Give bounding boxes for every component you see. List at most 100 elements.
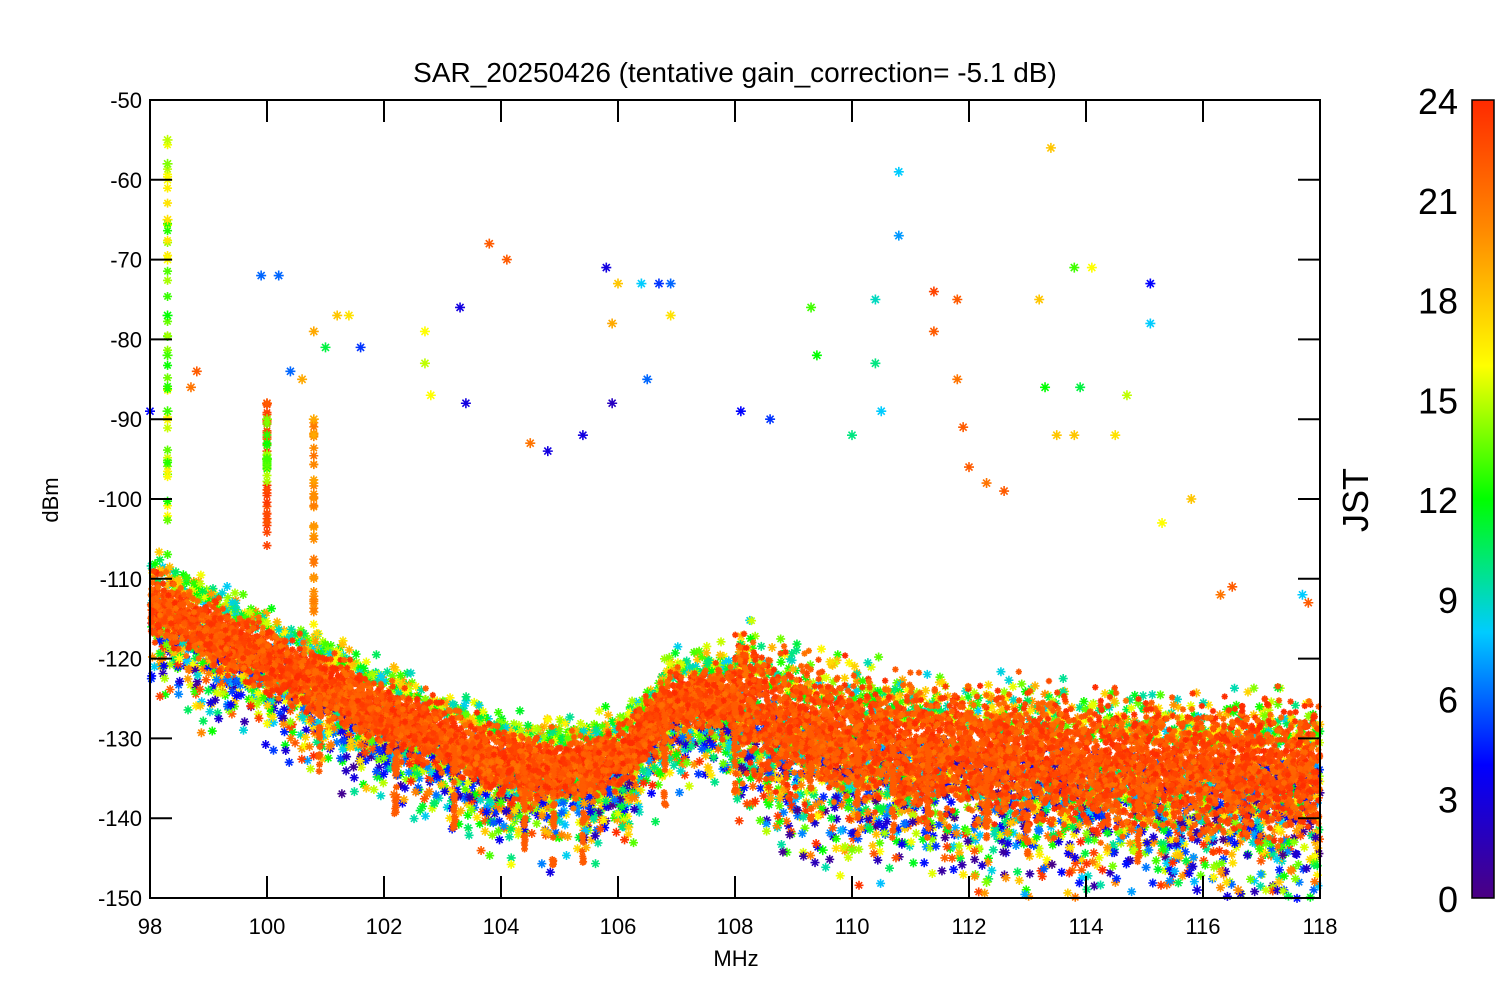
scatter-point [560,820,570,830]
scatter-point [848,834,858,844]
scatter-point [831,843,841,853]
scatter-point [740,754,750,764]
scatter-point [446,787,456,797]
scatter-point [930,789,940,799]
scatter-point [965,841,975,851]
scatter-point [465,802,475,812]
scatter-point [1112,814,1122,824]
scatter-point [521,828,531,838]
scatter-point [1312,798,1322,808]
scatter-point [868,782,878,792]
scatter-point [1140,848,1150,858]
scatter-layer [145,134,1325,903]
scatter-point [183,705,193,715]
scatter-point [267,700,277,710]
scatter-point [925,843,935,853]
scatter-point [1011,840,1021,850]
scatter-point [1064,819,1074,829]
scatter-point [993,834,1003,844]
scatter-point [1117,819,1127,829]
scatter-point [678,760,688,770]
scatter-point [1072,802,1082,812]
scatter-point [1054,772,1064,782]
scatter-point [1199,856,1209,866]
scatter-point [892,836,902,846]
scatter-point [1089,881,1099,891]
scatter-point [573,797,583,807]
scatter-point [674,788,684,798]
scatter-point [213,708,223,718]
scatter-point [252,700,262,710]
scatter-point [300,688,310,698]
scatter-point [172,655,182,665]
scatter-point [1116,838,1126,848]
scatter-point [208,682,218,692]
scatter-point [1227,849,1237,859]
scatter-point [950,813,960,823]
scatter-point [280,740,290,750]
scatter-point [317,754,327,764]
scatter-point [463,810,473,820]
scatter-point [308,722,318,732]
scatter-point [158,631,168,641]
scatter-point [1083,871,1093,881]
scatter-point [183,674,193,684]
scatter-point [370,738,380,748]
scatter-point [877,807,887,817]
scatter-point [268,745,278,755]
scatter-point [1261,839,1271,849]
scatter-point [281,745,291,755]
scatter-point [970,832,980,842]
scatter-point [437,764,447,774]
scatter-point [679,744,689,754]
scatter-point [864,819,874,829]
scatter-point [1231,806,1241,816]
scatter-point [1252,816,1262,826]
scatter-point [1283,813,1293,823]
scatter-point [158,669,168,679]
scatter-point [488,798,498,808]
scatter-point [247,696,257,706]
scatter-point [1208,821,1218,831]
scatter-point [832,764,842,774]
scatter-point [614,789,624,799]
scatter-point [994,808,1004,818]
scatter-point [1177,871,1187,881]
scatter-point [689,760,699,770]
scatter-point [175,676,185,686]
scatter-point [337,789,347,799]
scatter-point [1180,847,1190,857]
scatter-point [174,680,184,690]
scatter-point [1000,818,1010,828]
scatter-point [1205,820,1215,830]
scatter-point [690,739,700,749]
scatter-point [542,813,552,823]
scatter-point [1311,760,1321,770]
scatter-point [666,749,676,759]
scatter-point [1202,833,1212,843]
scatter-point [396,780,406,790]
chart-title: SAR_20250426 (tentative gain_correction=… [413,57,1057,88]
scatter-point [485,795,495,805]
scatter-point [674,729,684,739]
scatter-point [1142,838,1152,848]
scatter-point [921,826,931,836]
scatter-point [1080,848,1090,858]
scatter-point [229,701,239,711]
scatter-point [1162,880,1172,890]
scatter-point [746,762,756,772]
scatter-point [339,736,349,746]
scatter-point [987,865,997,875]
scatter-point [415,806,425,816]
scatter-point [1071,858,1081,868]
scatter-point [760,765,770,775]
scatter-point [1113,767,1123,777]
scatter-point [1259,818,1269,828]
scatter-point [1154,823,1164,833]
scatter-point [663,728,673,738]
scatter-point [759,791,769,801]
scatter-point [309,751,319,761]
scatter-point [841,794,851,804]
scatter-point [792,785,802,795]
scatter-point [1246,874,1255,884]
